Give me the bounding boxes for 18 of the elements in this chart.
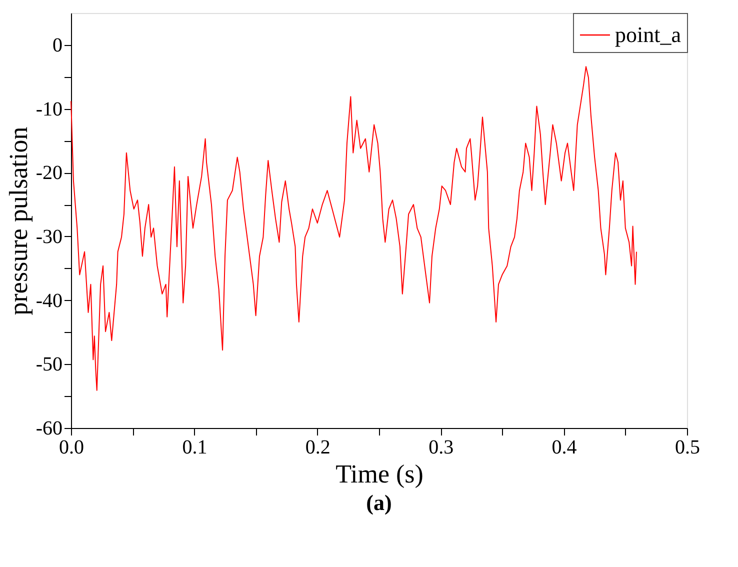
text: (a) [366, 490, 392, 515]
legend-label: point_a [615, 22, 682, 47]
y-tick-label: 0 [52, 34, 62, 56]
line-series [70, 66, 637, 391]
x-tick-label: 0.4 [552, 436, 577, 458]
x-tick-label: 0.2 [305, 436, 330, 458]
y-tick-label: -30 [36, 226, 62, 248]
y-axis-title: pressure pulsation [4, 126, 33, 316]
x-tick-label: 0.5 [675, 436, 700, 458]
y-tick-label: -50 [36, 354, 62, 376]
y-tick-label: -60 [36, 418, 62, 440]
x-axis-title: Time (s) [336, 460, 424, 488]
x-tick-label: 0.0 [59, 436, 84, 458]
y-tick-label: -10 [36, 98, 62, 120]
x-tick-label: 0.1 [182, 436, 208, 458]
x-tick-label: 0.3 [428, 436, 454, 458]
y-tick-label: -40 [36, 290, 62, 312]
y-tick-label: -20 [36, 162, 62, 184]
